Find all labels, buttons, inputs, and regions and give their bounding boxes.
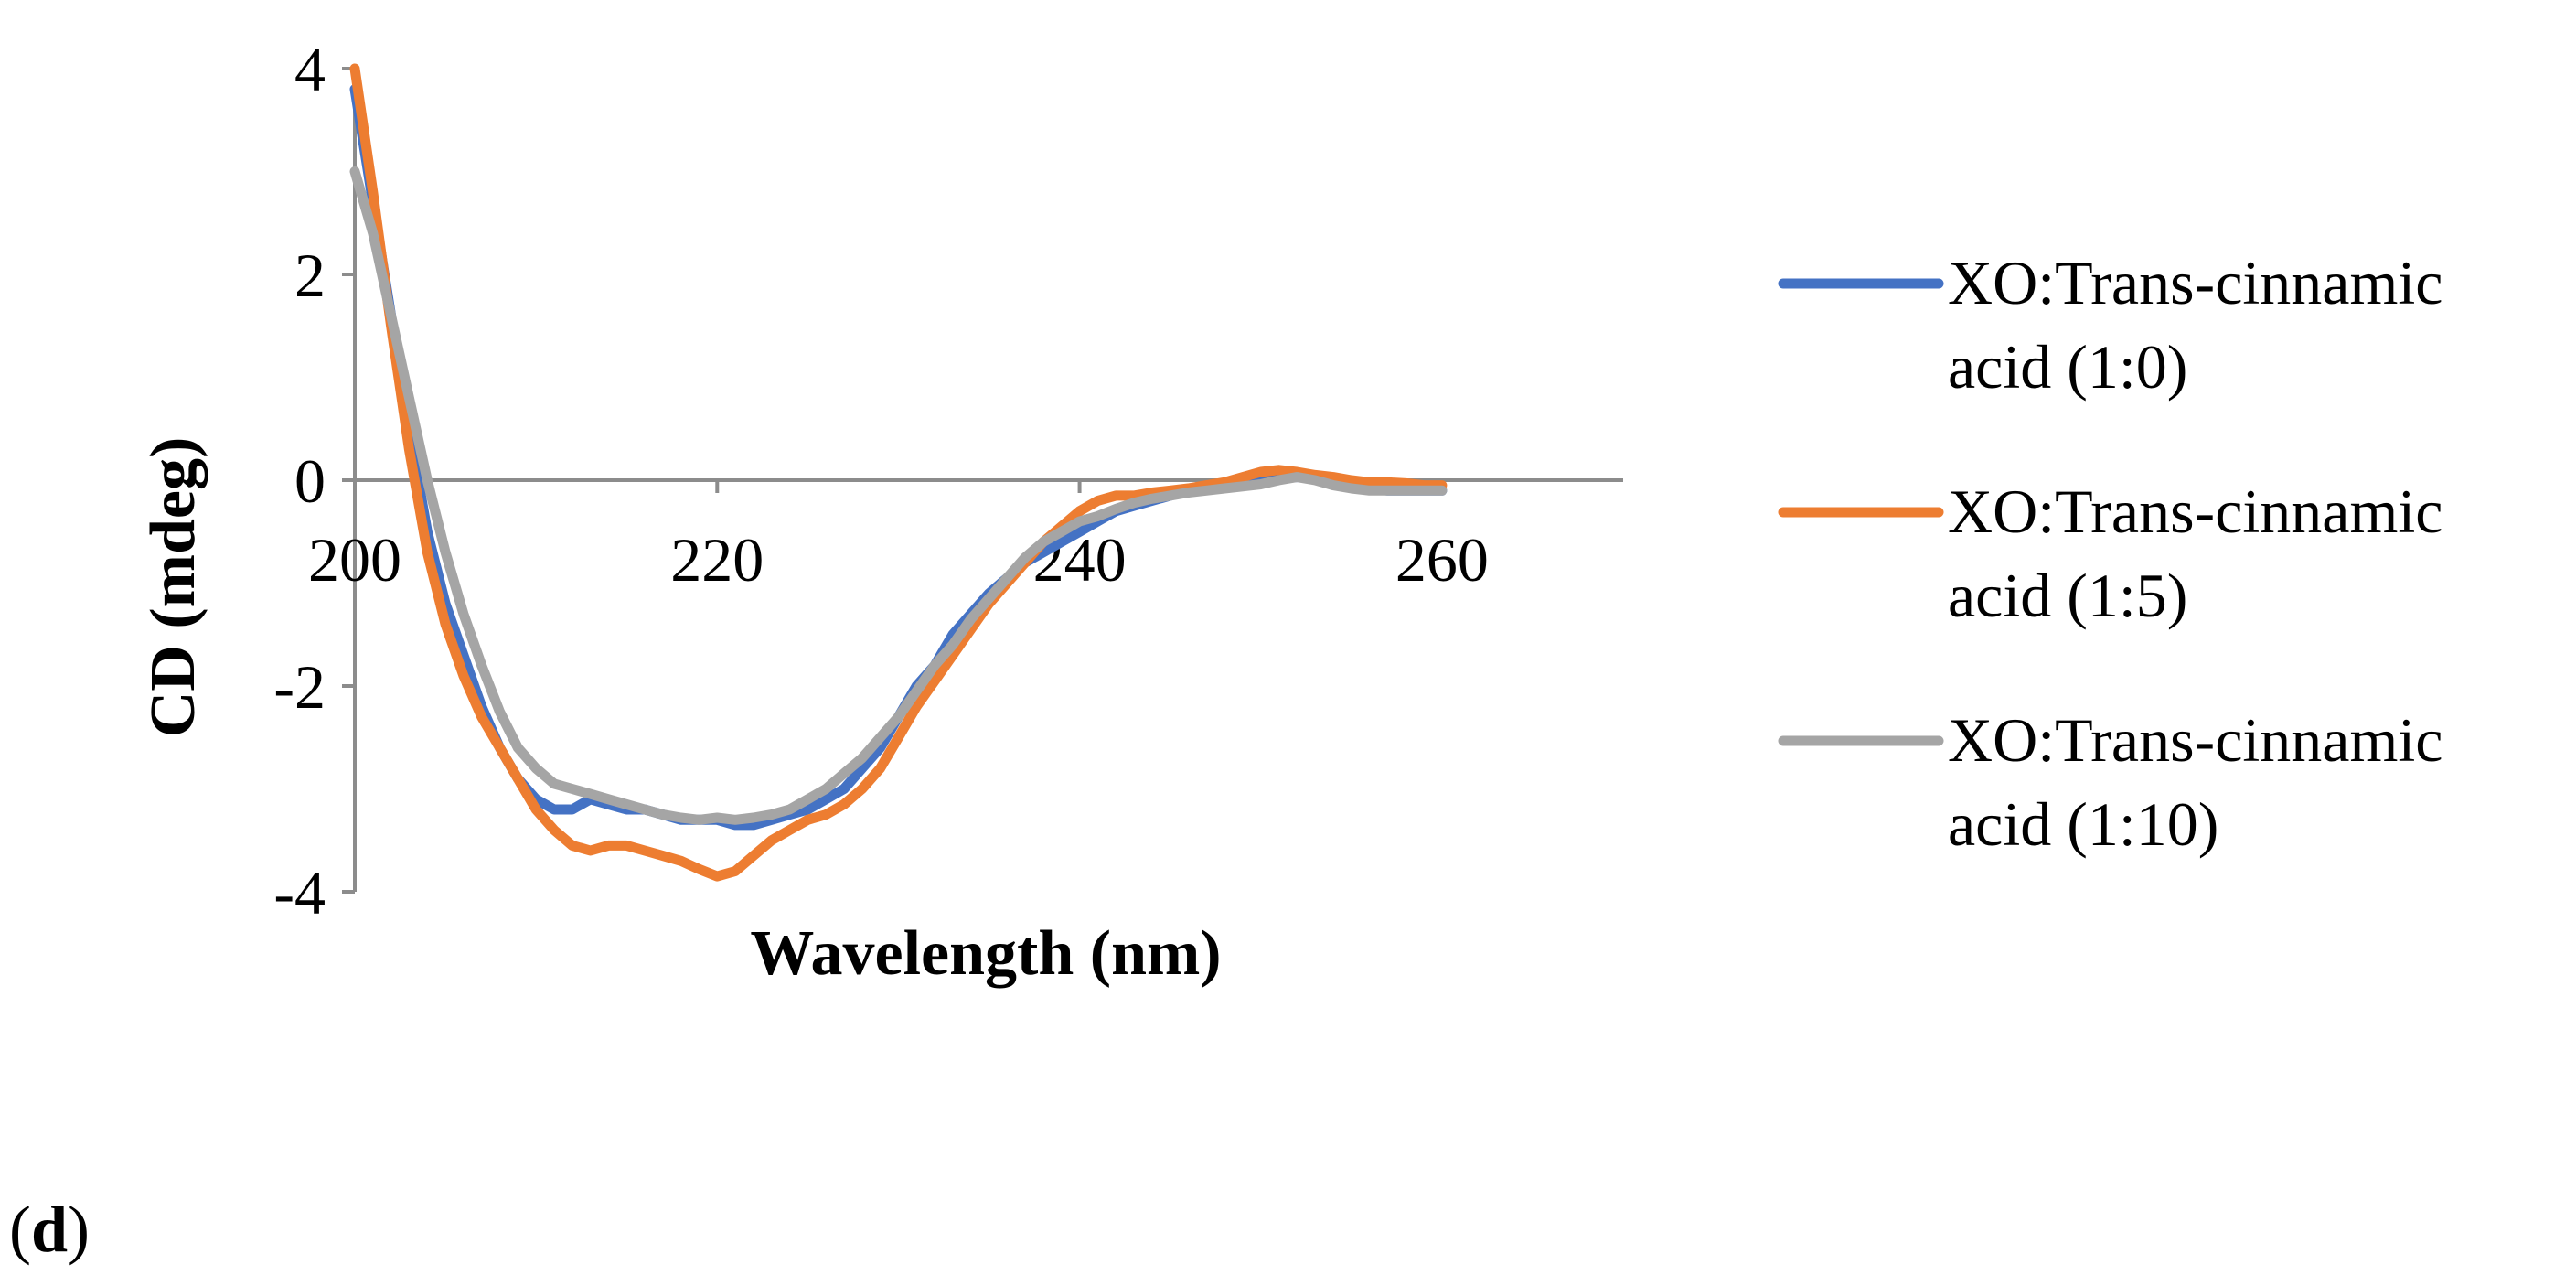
legend-label: XO:Trans-cinnamic: [1948, 477, 2442, 546]
x-tick-label: 200: [308, 525, 401, 595]
y-tick-label: 0: [294, 446, 326, 516]
x-axis-title: Wavelength (nm): [750, 918, 1221, 989]
legend-item: XO:Trans-cinnamic acid (1:0): [1778, 248, 2442, 402]
panel-label-open: (: [9, 1193, 31, 1266]
panel-label-close: ): [68, 1193, 90, 1266]
y-tick-label: 2: [294, 241, 326, 310]
series-line-2: [349, 63, 1448, 882]
plot-area: 4 2 0 -2 -4 200 220 2 4 0 260: [273, 35, 1623, 927]
y-tick-label: -4: [273, 858, 326, 927]
legend-item: XO:Trans-cinnamic acid (1:10): [1778, 705, 2442, 859]
legend-item: XO:Trans-cinnamic acid (1:5): [1778, 477, 2442, 630]
legend-label: XO:Trans-cinnamic: [1948, 248, 2442, 317]
legend-label: acid (1:0): [1948, 332, 2187, 402]
y-axis-ticks: 4 2 0 -2 -4: [273, 35, 355, 927]
y-tick-label: -2: [273, 652, 326, 722]
legend-label: acid (1:10): [1948, 789, 2218, 859]
x-tick-label: 220: [670, 525, 764, 595]
series-line-3: [349, 166, 1448, 825]
series-lines: [349, 63, 1448, 882]
panel-label-letter: d: [31, 1193, 68, 1266]
legend-label: XO:Trans-cinnamic: [1948, 705, 2442, 775]
panel-label: (d): [9, 1193, 90, 1266]
x-tick-label: 260: [1395, 525, 1489, 595]
legend-label: acid (1:5): [1948, 561, 2187, 630]
x-axis-ticks: 200 220 240 260: [308, 480, 1489, 595]
y-tick-label: 4: [294, 35, 326, 104]
y-axis-title: CD (mdeg): [138, 437, 208, 738]
